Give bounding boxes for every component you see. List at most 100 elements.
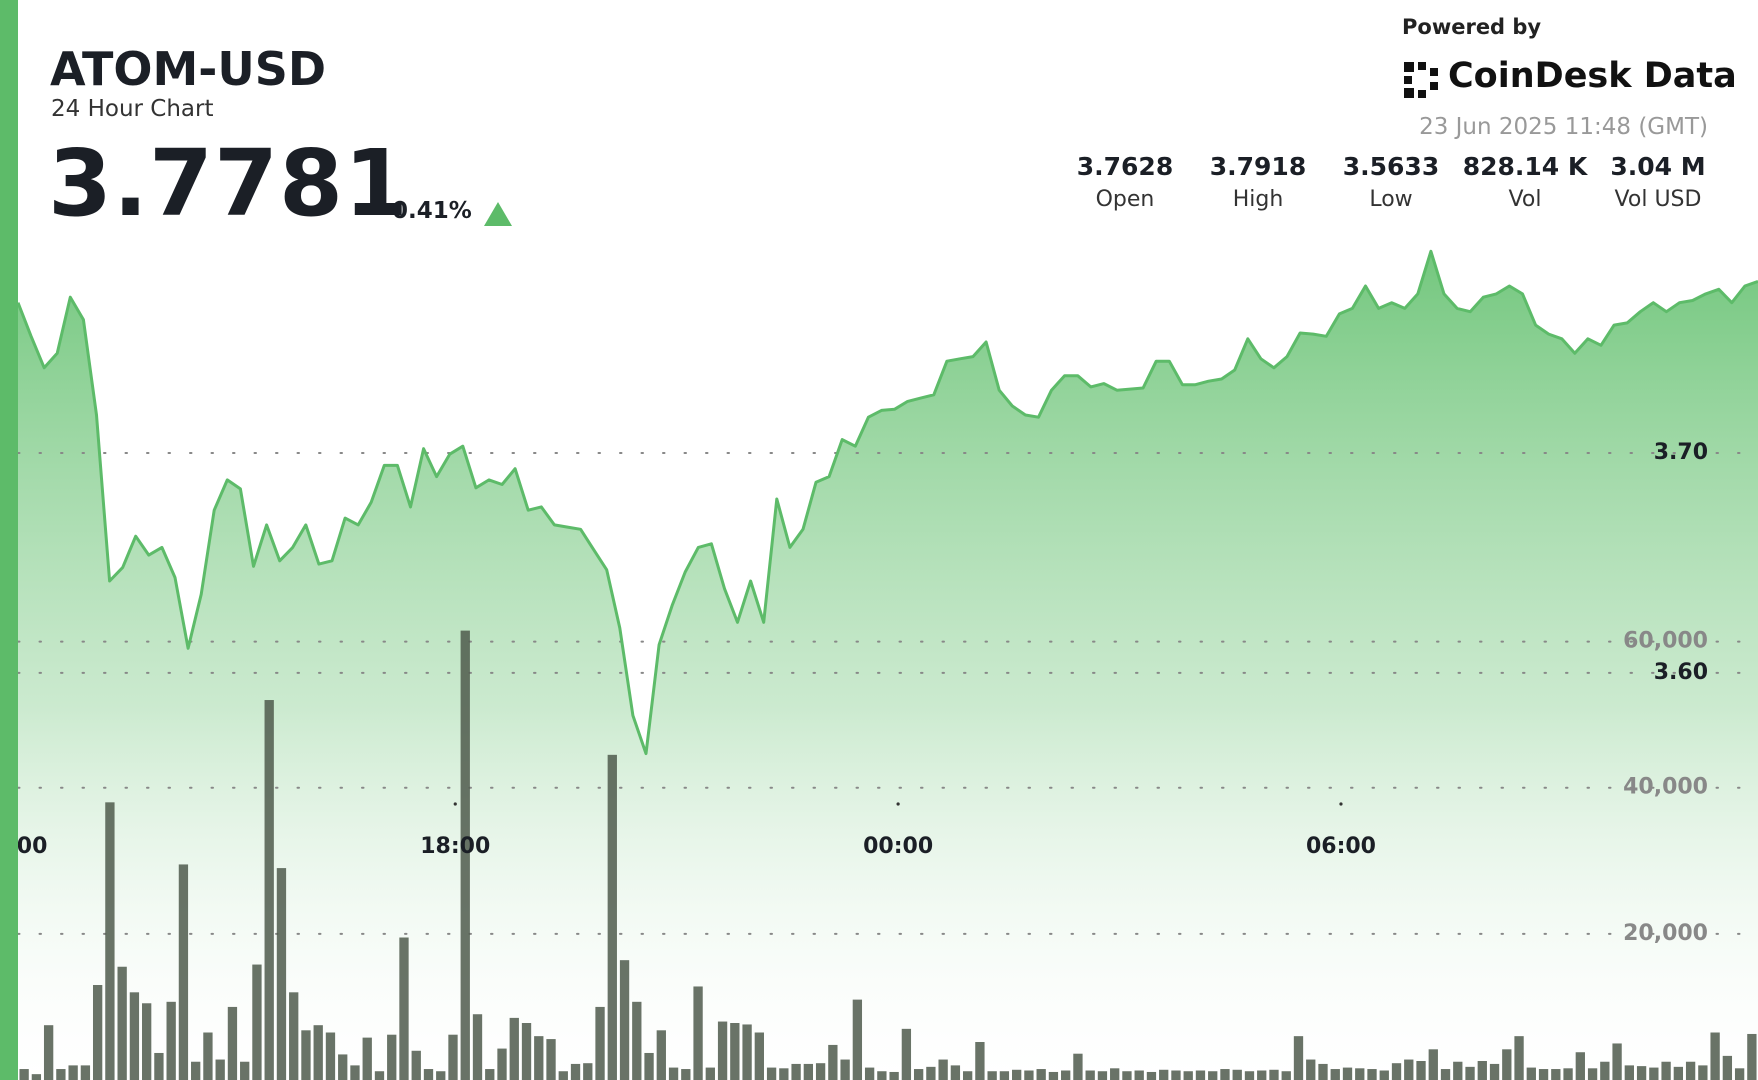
volume-bar bbox=[313, 1025, 323, 1080]
accent-stripe bbox=[0, 0, 18, 1080]
volume-bar bbox=[754, 1032, 764, 1080]
volume-bar bbox=[374, 1071, 385, 1080]
stat-label: High bbox=[1232, 187, 1284, 212]
volume-bar bbox=[1061, 1070, 1071, 1080]
volume-bar bbox=[166, 1001, 176, 1080]
stat-value: 828.14 K bbox=[1462, 152, 1588, 181]
volume-bar bbox=[1551, 1069, 1561, 1080]
volume-bar bbox=[1232, 1069, 1242, 1080]
volume-bar bbox=[1134, 1070, 1144, 1080]
volume-bar bbox=[938, 1059, 948, 1080]
volume-bar bbox=[43, 1025, 54, 1080]
volume-bar bbox=[791, 1063, 801, 1080]
volume-bar bbox=[1416, 1061, 1426, 1080]
volume-bar bbox=[595, 1006, 605, 1080]
volume-bar bbox=[436, 1071, 446, 1080]
stat-label: Low bbox=[1369, 187, 1413, 212]
volume-bar bbox=[1195, 1070, 1206, 1080]
volume-bar bbox=[485, 1069, 495, 1080]
stat-label: Vol USD bbox=[1614, 187, 1702, 212]
volume-bar bbox=[460, 630, 470, 1080]
volume-bar bbox=[1048, 1071, 1059, 1080]
volume-bar bbox=[570, 1063, 581, 1080]
stat-value: 3.7918 bbox=[1209, 152, 1307, 181]
area-fill bbox=[18, 251, 1758, 1080]
volume-bar bbox=[1502, 1049, 1512, 1080]
volume-bar bbox=[325, 1032, 336, 1080]
volume-bar bbox=[962, 1071, 973, 1080]
volume-bar bbox=[1453, 1061, 1463, 1080]
symbol: ATOM-USD bbox=[50, 42, 327, 96]
volume-bar bbox=[1538, 1069, 1549, 1080]
volume-bar bbox=[644, 1052, 654, 1080]
volume-bar bbox=[730, 1023, 740, 1080]
price-line bbox=[16, 249, 1758, 756]
stat-label: Open bbox=[1095, 187, 1155, 212]
volume-bar bbox=[31, 1074, 42, 1080]
x-tick-label: 00:00 bbox=[863, 834, 933, 859]
volume-bar bbox=[1097, 1071, 1108, 1080]
volume-bar bbox=[705, 1067, 715, 1080]
volume-bar bbox=[583, 1063, 593, 1080]
x-tick-label: 06:00 bbox=[1306, 834, 1376, 859]
volume-bar bbox=[1036, 1069, 1046, 1080]
volume-bar bbox=[1477, 1061, 1487, 1080]
volume-bar bbox=[913, 1069, 924, 1080]
volume-bar bbox=[889, 1071, 899, 1080]
volume-bar bbox=[1342, 1067, 1353, 1080]
volume-bar bbox=[1159, 1069, 1169, 1080]
volume-bar bbox=[619, 960, 630, 1080]
price: 3.7781 bbox=[48, 130, 410, 237]
volume-bar bbox=[999, 1071, 1010, 1080]
volume-bar bbox=[1293, 1036, 1304, 1080]
change: 0.41% bbox=[392, 198, 472, 224]
x-tick-mark bbox=[896, 802, 900, 806]
volume-bar bbox=[1208, 1071, 1218, 1080]
volume-bar bbox=[1685, 1061, 1696, 1080]
stat: 3.7628 Open bbox=[1055, 152, 1195, 212]
volume-bar bbox=[472, 1014, 483, 1080]
volume-bar bbox=[1649, 1067, 1659, 1080]
volume-bar bbox=[215, 1059, 225, 1080]
stat: 3.7918 High bbox=[1188, 152, 1328, 212]
timestamp: 23 Jun 2025 11:48 (GMT) bbox=[1419, 114, 1708, 140]
volume-bar bbox=[681, 1069, 691, 1080]
volume-bar bbox=[191, 1061, 201, 1080]
volume-bar bbox=[632, 1001, 642, 1080]
volume-bar bbox=[877, 1071, 887, 1080]
volume-bar bbox=[1636, 1066, 1647, 1080]
volume-bar bbox=[1281, 1071, 1291, 1080]
volume-bar bbox=[717, 1021, 728, 1080]
volume-bar bbox=[1024, 1070, 1034, 1080]
volume-bar bbox=[301, 1030, 311, 1080]
volume-bar bbox=[926, 1066, 936, 1080]
x-tick-mark bbox=[1339, 802, 1343, 806]
volume-bar bbox=[558, 1071, 568, 1080]
stat-value: 3.04 M bbox=[1610, 152, 1706, 181]
volume-bar bbox=[1673, 1066, 1684, 1080]
volume-bar bbox=[950, 1065, 961, 1080]
volume-bar bbox=[1404, 1059, 1414, 1080]
volume-bar bbox=[105, 802, 115, 1080]
volume-bar bbox=[975, 1042, 985, 1080]
volume-bar bbox=[1085, 1070, 1095, 1080]
volume-bar bbox=[276, 868, 287, 1080]
volume-bar bbox=[742, 1024, 752, 1080]
volume-bar bbox=[1073, 1053, 1083, 1080]
volume-bar bbox=[1318, 1063, 1328, 1080]
brand-logo bbox=[1404, 62, 1438, 98]
volume-bar bbox=[1514, 1036, 1524, 1080]
volume-bar bbox=[1563, 1068, 1573, 1080]
volume-bar bbox=[117, 966, 127, 1080]
volume-bar bbox=[1146, 1071, 1157, 1080]
stat-value: 3.7628 bbox=[1076, 152, 1174, 181]
volume-bar bbox=[289, 992, 299, 1080]
stat-label: Vol bbox=[1508, 187, 1542, 212]
volume-bar bbox=[1489, 1063, 1500, 1080]
volume-bar bbox=[509, 1017, 519, 1080]
volume-bar bbox=[987, 1071, 997, 1080]
volume-bar bbox=[497, 1048, 507, 1080]
volume-bar bbox=[448, 1034, 458, 1080]
volume-bar bbox=[852, 999, 863, 1080]
